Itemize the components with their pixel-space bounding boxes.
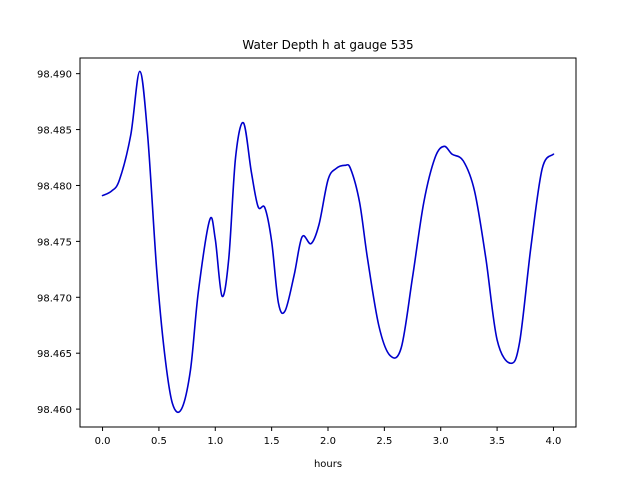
y-tick-label: 98.465 <box>37 349 72 360</box>
x-axis-label: hours <box>314 459 342 470</box>
y-tick-label: 98.470 <box>37 293 72 304</box>
x-tick-label: 2.5 <box>376 436 392 447</box>
y-axis-ticks: 98.460 98.465 98.470 98.475 98.480 98.485 98.4… <box>37 70 80 416</box>
y-tick-label: 98.460 <box>37 405 72 416</box>
x-tick-label: 1.5 <box>264 436 280 447</box>
x-tick-label: 0.0 <box>95 436 111 447</box>
x-tick-label: 1.0 <box>207 436 223 447</box>
y-tick-label: 98.485 <box>37 126 72 137</box>
x-tick-label: 3.0 <box>433 436 449 447</box>
x-tick-label: 3.5 <box>489 436 505 447</box>
series-line <box>101 70 555 414</box>
x-tick-label: 2.0 <box>320 436 336 447</box>
y-tick-label: 98.480 <box>37 181 72 192</box>
chart-title: Water Depth h at gauge 535 <box>242 38 413 52</box>
y-tick-label: 98.475 <box>37 237 72 248</box>
y-tick-label: 98.490 <box>37 70 72 81</box>
x-axis-ticks: 0.0 0.5 1.0 1.5 2.0 2.5 3.0 3.5 4.0 <box>95 427 562 447</box>
x-tick-label: 4.0 <box>546 436 562 447</box>
x-tick-label: 0.5 <box>151 436 167 447</box>
series-layer <box>101 70 555 414</box>
